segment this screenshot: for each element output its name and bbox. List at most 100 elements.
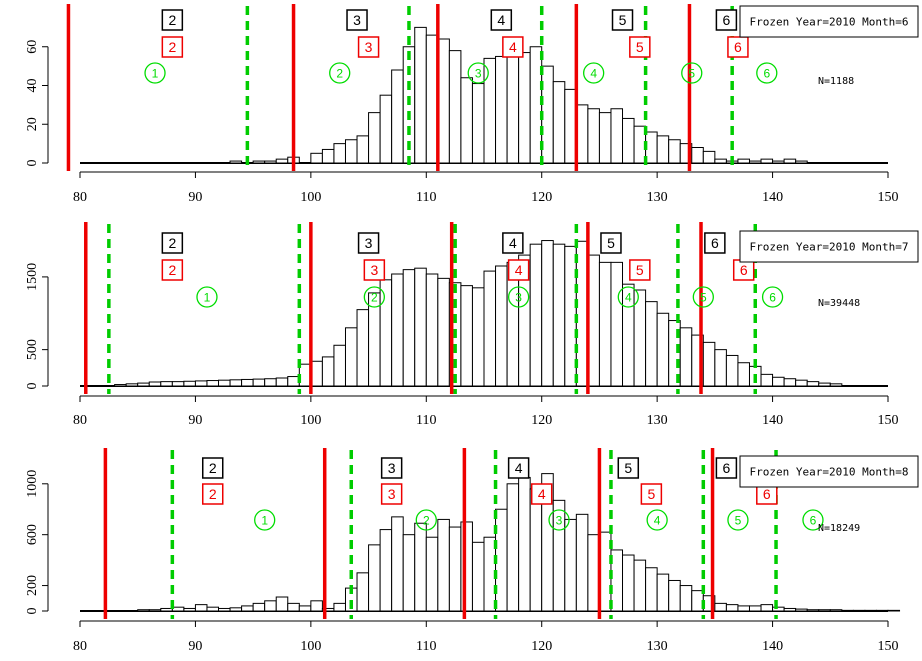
histogram-bar bbox=[587, 108, 600, 164]
histogram-bar bbox=[379, 529, 393, 612]
histogram-bar bbox=[610, 108, 624, 164]
black-box-text: 5 bbox=[624, 460, 632, 476]
histogram-bar bbox=[298, 605, 312, 612]
x-tick-label: 90 bbox=[188, 639, 202, 654]
green-circle-text: 1 bbox=[204, 291, 211, 305]
black-box-label bbox=[346, 9, 368, 31]
histogram-bar bbox=[229, 607, 243, 612]
histogram-bar bbox=[668, 139, 681, 164]
histogram-bar bbox=[414, 26, 427, 164]
green-circle-label bbox=[467, 62, 489, 84]
green-circle-text: 6 bbox=[769, 291, 776, 305]
histogram-bar bbox=[448, 50, 462, 164]
histogram-bar bbox=[864, 609, 877, 612]
histogram-bar bbox=[598, 112, 612, 164]
x-tick-label: 100 bbox=[300, 413, 321, 428]
histogram-bar bbox=[518, 476, 531, 612]
green-circle-label bbox=[196, 286, 218, 308]
histogram-bar bbox=[622, 117, 635, 164]
x-tick-label: 110 bbox=[416, 413, 436, 428]
histogram-bar bbox=[391, 69, 404, 164]
histogram-bar bbox=[379, 279, 393, 387]
green-circle-text: 5 bbox=[735, 514, 742, 528]
x-tick-label: 140 bbox=[762, 190, 783, 205]
histogram-bar bbox=[506, 261, 520, 387]
histogram-bar bbox=[206, 380, 220, 387]
histogram-bar bbox=[241, 605, 254, 612]
histogram-bar bbox=[310, 600, 323, 612]
red-box-text: 2 bbox=[168, 262, 176, 278]
histogram-bar bbox=[402, 534, 416, 612]
histogram-bar bbox=[287, 602, 300, 612]
histogram-bar bbox=[702, 150, 716, 164]
sample-size-label: N=1188 bbox=[818, 76, 854, 87]
histogram-bar bbox=[748, 605, 762, 612]
x-tick-label: 110 bbox=[416, 639, 436, 654]
green-circle-label bbox=[507, 286, 530, 308]
histogram-bar bbox=[829, 609, 843, 612]
x-tick-label: 80 bbox=[73, 413, 87, 428]
black-box-text: 6 bbox=[723, 460, 731, 476]
green-circle-label bbox=[144, 62, 166, 84]
histogram-bar bbox=[852, 609, 866, 612]
histogram-bar bbox=[379, 94, 393, 164]
red-box-text: 4 bbox=[538, 486, 546, 502]
histogram-bar bbox=[218, 379, 231, 387]
black-box-label bbox=[201, 457, 224, 479]
red-box-text: 3 bbox=[388, 486, 396, 502]
histogram-bar bbox=[737, 605, 750, 612]
histogram-bar bbox=[679, 327, 693, 387]
red-box-text: 5 bbox=[636, 39, 644, 55]
green-circle-label bbox=[802, 509, 824, 531]
histogram-bar bbox=[598, 261, 612, 387]
x-tick-label: 80 bbox=[73, 639, 87, 654]
histogram-bar bbox=[702, 341, 716, 387]
histogram-bar bbox=[645, 567, 658, 612]
black-box-text: 2 bbox=[168, 235, 176, 251]
histogram-bar bbox=[241, 378, 254, 387]
histogram-bar bbox=[691, 147, 704, 164]
histogram-bar bbox=[264, 378, 277, 387]
x-tick-label: 150 bbox=[878, 639, 899, 654]
x-tick-label: 120 bbox=[531, 413, 552, 428]
red-box-label bbox=[640, 483, 663, 505]
histogram-bar bbox=[333, 344, 346, 387]
histogram-bar bbox=[783, 378, 797, 387]
green-circle-text: 5 bbox=[700, 291, 707, 305]
x-tick-label: 110 bbox=[416, 190, 436, 205]
histogram-bar bbox=[448, 526, 462, 612]
x-tick-label: 100 bbox=[300, 639, 321, 654]
histogram-bar bbox=[529, 243, 543, 387]
histogram-bar bbox=[541, 240, 554, 387]
histogram-bar bbox=[483, 270, 497, 387]
red-box-text: 6 bbox=[740, 262, 748, 278]
histogram-bar bbox=[368, 112, 381, 164]
y-axis: 0 500 1500 bbox=[25, 263, 49, 390]
x-tick-label: 90 bbox=[188, 190, 202, 205]
green-circle-label bbox=[583, 62, 605, 84]
histogram-bar bbox=[818, 609, 831, 612]
x-tick-label: 130 bbox=[647, 413, 668, 428]
histogram-panel-1: 80 90 100 110 120 130 140 150 0 20 40 60 2 3 4 5 6 2 3 4 5 6 1… bbox=[25, 4, 919, 205]
red-box-text: 2 bbox=[168, 39, 176, 55]
x-tick-label: 150 bbox=[878, 190, 899, 205]
green-circle-text: 2 bbox=[336, 67, 343, 81]
sample-size-label: N=18249 bbox=[818, 523, 860, 534]
histogram-bar bbox=[391, 516, 404, 612]
red-box-label bbox=[507, 259, 530, 281]
green-circle-label bbox=[415, 509, 437, 531]
black-box-text: 5 bbox=[607, 235, 615, 251]
black-box-text: 3 bbox=[365, 235, 373, 251]
red-box-text: 3 bbox=[365, 39, 373, 55]
histogram-bar bbox=[829, 383, 843, 387]
histogram-bar bbox=[518, 52, 531, 164]
black-box-label bbox=[380, 457, 403, 479]
histogram-bar bbox=[760, 158, 774, 164]
green-circle-text: 2 bbox=[371, 291, 378, 305]
histogram-bar bbox=[252, 160, 266, 164]
x-tick-label: 120 bbox=[531, 190, 552, 205]
histogram-bar bbox=[148, 381, 162, 387]
y-tick-label: 0 bbox=[25, 383, 40, 390]
histogram-bar bbox=[356, 309, 370, 387]
